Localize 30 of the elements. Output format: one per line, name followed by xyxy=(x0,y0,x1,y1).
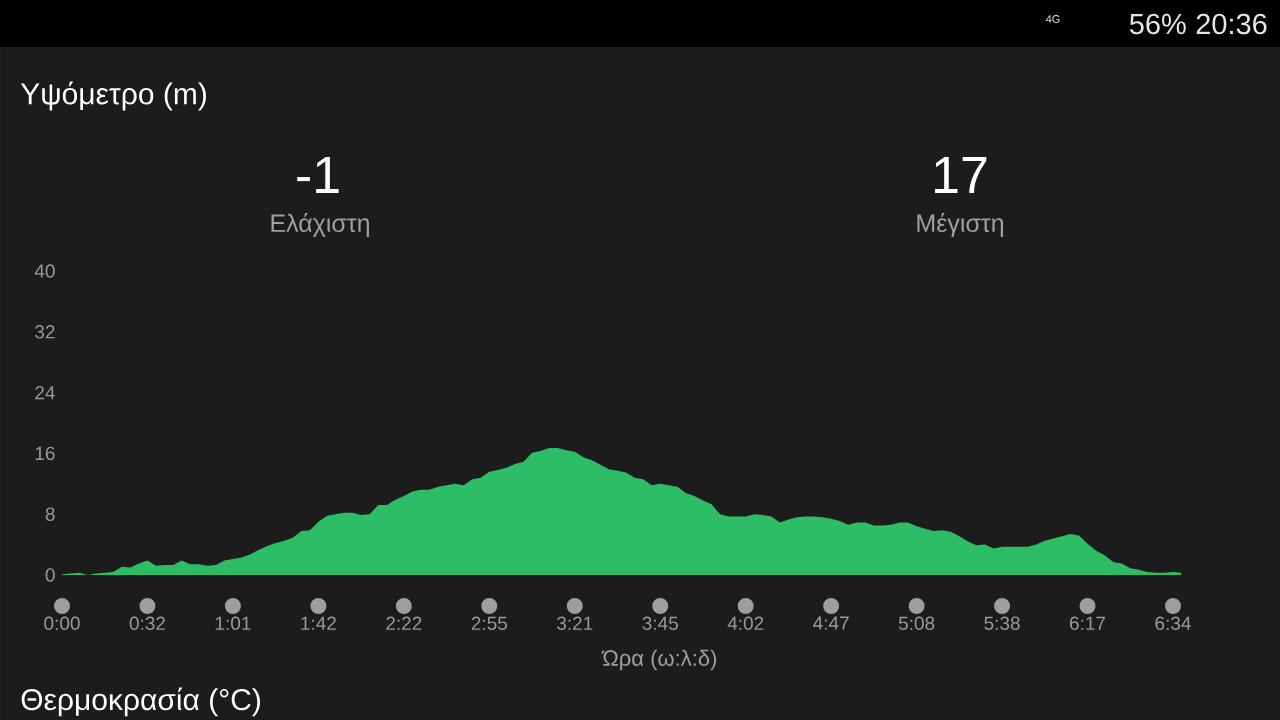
x-tick-label: 1:01 xyxy=(215,616,251,630)
x-tick-label: 3:21 xyxy=(557,616,593,630)
x-tick-label: 0:32 xyxy=(129,616,166,630)
y-tick-label: 32 xyxy=(35,325,55,339)
y-tick-label: 40 xyxy=(34,264,55,278)
x-tick-label: 3:45 xyxy=(642,616,678,630)
x-tick-label: 0:00 xyxy=(44,616,80,630)
text: Ελάχιστη xyxy=(271,212,369,237)
text: Θερμοκρασία (°C) xyxy=(21,687,260,717)
y-tick-label: 8 xyxy=(45,507,55,521)
text: 56% xyxy=(1129,13,1186,35)
x-tick-label: 2:22 xyxy=(386,616,422,630)
y-tick-label: 16 xyxy=(35,446,55,461)
x-axis-title: Ώρα (ω:λ:δ) xyxy=(601,649,717,671)
y-tick-label: 0 xyxy=(45,568,55,582)
x-tick-label: 2:55 xyxy=(471,616,508,630)
text: 17 xyxy=(935,157,987,193)
chart-title: Υψόμετρο (m) xyxy=(20,81,206,111)
x-tick-label: 5:38 xyxy=(984,616,1020,630)
x-tick-label: 1:42 xyxy=(301,616,336,630)
x-tick-label: 4:47 xyxy=(813,616,849,630)
text: -1 xyxy=(297,157,339,193)
x-tick-label: 5:08 xyxy=(898,616,935,630)
x-tick-label: 4:02 xyxy=(727,616,764,630)
x-tick-label: 6:34 xyxy=(1155,616,1191,630)
text: 20:36 xyxy=(1196,13,1267,35)
text: Μέγιστη xyxy=(917,212,1003,237)
y-tick-label: 24 xyxy=(35,385,55,400)
x-tick-label: 6:17 xyxy=(1070,616,1106,630)
text: 4G xyxy=(1045,15,1060,23)
